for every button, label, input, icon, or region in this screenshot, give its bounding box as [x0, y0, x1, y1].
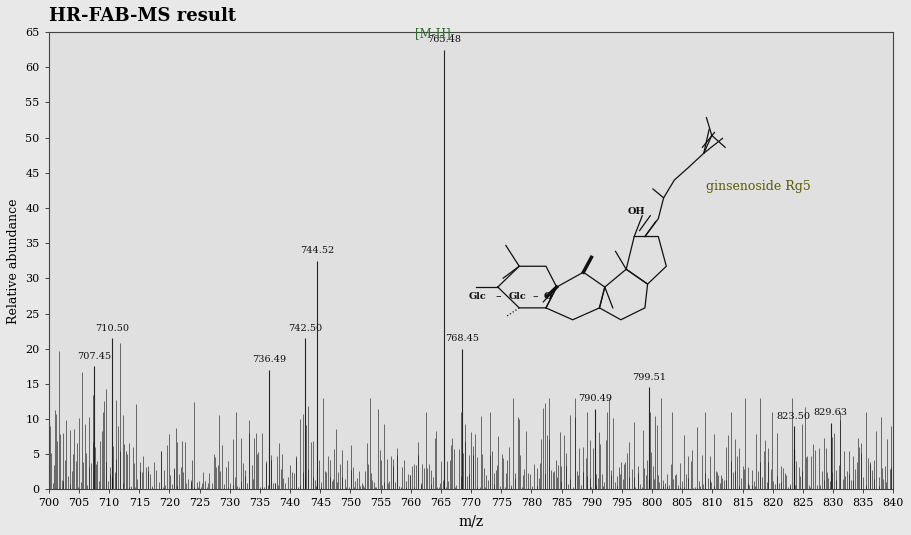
Text: 744.52: 744.52	[301, 246, 334, 255]
X-axis label: m/z: m/z	[458, 514, 484, 528]
Text: 765.48: 765.48	[427, 35, 461, 44]
Text: 736.49: 736.49	[251, 355, 286, 364]
Text: ginsenoside Rg5: ginsenoside Rg5	[706, 180, 811, 193]
Text: [M-H]-: [M-H]-	[415, 27, 455, 41]
Text: 768.45: 768.45	[445, 334, 478, 343]
Text: 710.50: 710.50	[95, 324, 129, 333]
Text: 823.50: 823.50	[777, 411, 811, 421]
Text: HR-FAB-MS result: HR-FAB-MS result	[49, 7, 236, 25]
Text: 799.51: 799.51	[632, 373, 666, 382]
Text: 742.50: 742.50	[288, 324, 322, 333]
Text: 707.45: 707.45	[77, 351, 111, 361]
Y-axis label: Relative abundance: Relative abundance	[7, 198, 20, 324]
Text: 790.49: 790.49	[578, 394, 611, 403]
Text: 829.63: 829.63	[814, 408, 848, 417]
